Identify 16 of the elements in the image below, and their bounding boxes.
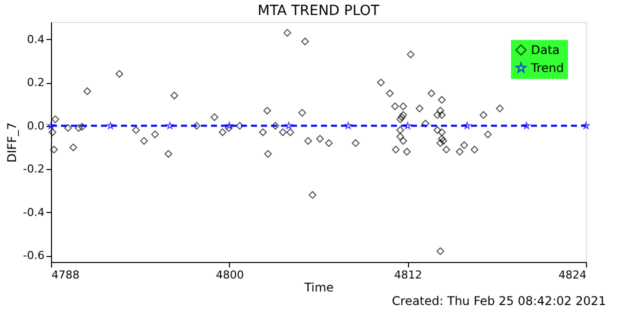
x-tick-label: 4812 bbox=[394, 268, 422, 282]
y-axis-title: DIFF_7 bbox=[5, 122, 20, 163]
y-tick-label: -0.6 bbox=[23, 249, 44, 262]
text: Created: Thu Feb 25 08:42:02 2021 bbox=[392, 294, 606, 308]
legend-label: Data bbox=[531, 43, 560, 57]
legend-label: Trend bbox=[530, 61, 564, 75]
x-tick-label: 4788 bbox=[52, 268, 80, 282]
y-tick-label: 0.0 bbox=[27, 119, 44, 132]
y-tick-label: -0.4 bbox=[23, 206, 44, 219]
x-axis-title: Time bbox=[303, 280, 334, 294]
x-tick-label: 4824 bbox=[558, 268, 586, 282]
y-tick-label: 0.2 bbox=[27, 76, 44, 90]
x-tick-label: 4800 bbox=[216, 268, 244, 282]
chart-title: MTA TREND PLOT bbox=[258, 3, 380, 19]
y-tick-label: -0.2 bbox=[23, 162, 44, 176]
y-tick-label: 0.4 bbox=[27, 32, 44, 46]
